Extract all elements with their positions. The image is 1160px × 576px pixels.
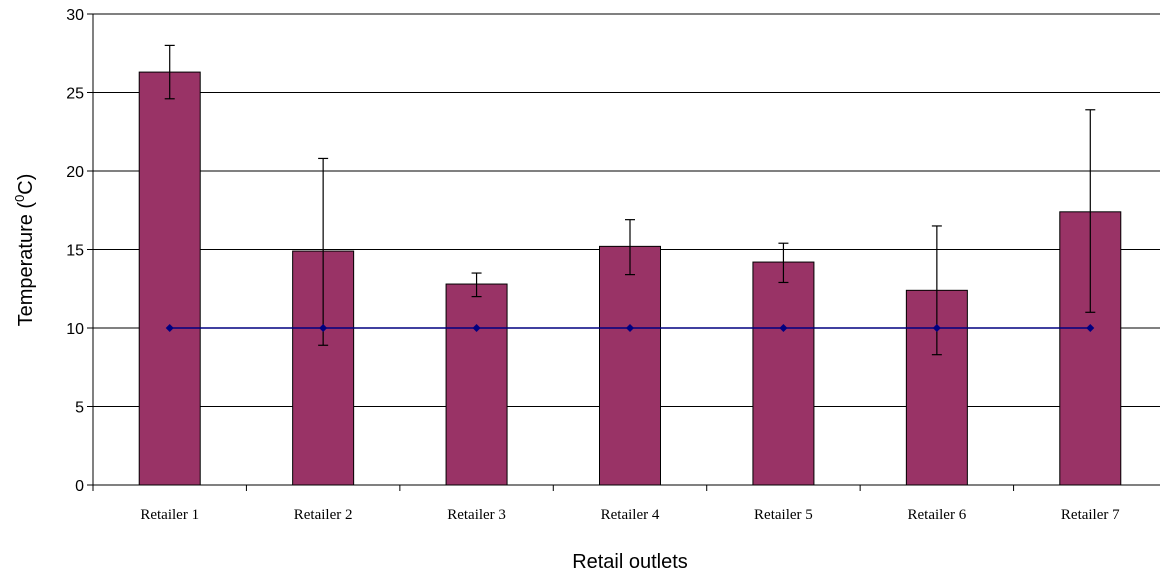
bar xyxy=(445,283,508,486)
y-axis-title: Temperature (0C) xyxy=(12,174,37,327)
axes xyxy=(87,13,1160,491)
bar xyxy=(138,71,201,486)
threshold-marker xyxy=(472,324,481,332)
y-tick-label: 5 xyxy=(75,400,84,417)
x-tick-label: Retailer 6 xyxy=(907,507,966,523)
threshold-marker xyxy=(165,324,174,332)
y-axis-title-main: Temperature ( xyxy=(15,202,37,327)
bar xyxy=(752,261,815,486)
x-tick-label: Retailer 3 xyxy=(447,507,506,523)
threshold-marker xyxy=(1086,324,1095,332)
x-tick-label: Retailer 4 xyxy=(601,507,660,523)
threshold-marker xyxy=(932,324,941,332)
x-tick-label: Retailer 1 xyxy=(140,507,199,523)
threshold-marker xyxy=(779,324,788,332)
bars xyxy=(138,71,1122,486)
y-tick-label: 15 xyxy=(66,243,84,260)
x-axis-title: Retail outlets xyxy=(572,551,688,573)
bar xyxy=(599,245,661,486)
y-axis-title-tail: C) xyxy=(15,174,37,195)
y-tick-label: 20 xyxy=(66,164,84,181)
y-tick-label: 0 xyxy=(75,478,84,495)
threshold-line xyxy=(165,324,1095,332)
x-tick-label: Retailer 2 xyxy=(294,507,353,523)
threshold-marker xyxy=(319,324,328,332)
y-axis-title-sup: 0 xyxy=(12,195,27,202)
x-tick-label: Retailer 5 xyxy=(754,507,813,523)
y-tick-label: 10 xyxy=(66,321,84,338)
x-tick-label: Retailer 7 xyxy=(1061,507,1120,523)
y-tick-label: 25 xyxy=(66,86,84,103)
y-tick-label: 30 xyxy=(66,7,84,24)
threshold-marker xyxy=(626,324,634,332)
tick-labels: 0 5 10 15 20 25 30 Retailer 1 Retailer 2 Retailer… xyxy=(66,7,1120,523)
error-bars xyxy=(164,44,1096,356)
